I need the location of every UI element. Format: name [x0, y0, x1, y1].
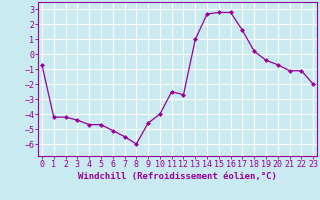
X-axis label: Windchill (Refroidissement éolien,°C): Windchill (Refroidissement éolien,°C)	[78, 172, 277, 181]
